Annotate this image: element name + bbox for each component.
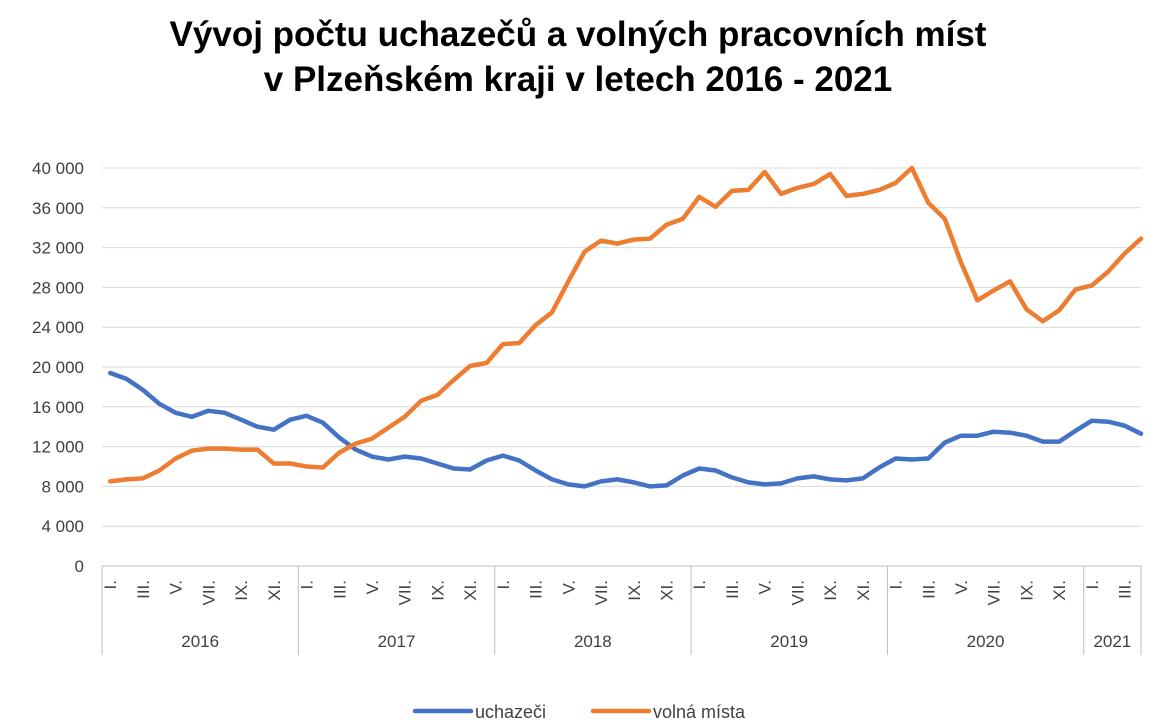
x-tick-label: III.	[1116, 580, 1135, 599]
gridlines	[102, 167, 1141, 567]
year-label: 2016	[181, 632, 219, 651]
legend-label-uchazeci: uchazeči	[475, 702, 546, 722]
y-tick-label: 20 000	[32, 358, 84, 377]
year-label: 2019	[770, 632, 808, 651]
year-label: 2020	[967, 632, 1005, 651]
x-tick-label: V.	[167, 580, 186, 595]
axes: 0 4 000 8 000 12 000 16 000 20 000 24 000 28 00…	[32, 159, 1142, 655]
x-tick-label: XI.	[461, 580, 480, 601]
x-tick-label: IX.	[232, 580, 251, 601]
year-label: 2021	[1093, 632, 1131, 651]
x-tick-label: IX.	[428, 580, 447, 601]
x-tick-label: I.	[101, 580, 120, 589]
y-tick-label: 0	[75, 557, 84, 576]
year-label: 2017	[378, 632, 416, 651]
x-tick-label: XI.	[1050, 580, 1069, 601]
chart-title-line-2: v Plzeňském kraji v letech 2016 - 2021	[263, 60, 893, 99]
x-tick-label: I.	[1083, 580, 1102, 589]
x-tick-label: III.	[723, 580, 742, 599]
x-tick-label: XI.	[657, 580, 676, 601]
x-tick-label: I.	[298, 580, 317, 589]
x-tick-label: V.	[952, 580, 971, 595]
y-tick-label: 36 000	[32, 199, 84, 218]
x-tick-label: I.	[690, 580, 709, 589]
y-tick-label: 40 000	[32, 159, 84, 178]
x-tick-label: VII.	[199, 580, 218, 606]
x-tick-label: III.	[134, 580, 153, 599]
x-tick-label: VII.	[592, 580, 611, 606]
y-tick-label: 28 000	[32, 278, 84, 297]
legend: uchazeči volná místa	[412, 702, 746, 722]
chart-title-line-1: Vývoj počtu uchazečů a volných pracovníc…	[169, 15, 987, 54]
x-tick-label: IX.	[821, 580, 840, 601]
y-tick-label: 4 000	[41, 517, 84, 536]
series-line-volna-mista	[107, 165, 1144, 484]
x-tick-label: V.	[363, 580, 382, 595]
series-lines	[107, 165, 1144, 489]
x-tick-label: XI.	[854, 580, 873, 601]
x-tick-label: III.	[919, 580, 938, 599]
chart-title: Vývoj počtu uchazečů a volných pracovníc…	[0, 12, 1156, 102]
x-tick-label: XI.	[265, 580, 284, 601]
y-tick-label: 16 000	[32, 398, 84, 417]
x-tick-label: VII.	[985, 580, 1004, 606]
y-tick-label: 12 000	[32, 438, 84, 457]
x-tick-label: V.	[756, 580, 775, 595]
year-label: 2018	[574, 632, 612, 651]
series-line-uchazeci	[107, 370, 1144, 489]
y-tick-label: 24 000	[32, 318, 84, 337]
x-tick-label: IX.	[1017, 580, 1036, 601]
legend-label-volna-mista: volná místa	[653, 702, 746, 722]
x-tick-label: IX.	[625, 580, 644, 601]
y-tick-label: 8 000	[41, 477, 84, 496]
x-tick-label: I.	[494, 580, 513, 589]
x-tick-label: I.	[887, 580, 906, 589]
x-tick-label: VII.	[788, 580, 807, 606]
x-tick-label: VII.	[396, 580, 415, 606]
y-tick-label: 32 000	[32, 239, 84, 258]
x-tick-label: V.	[559, 580, 578, 595]
x-tick-label: III.	[527, 580, 546, 599]
x-tick-label: III.	[330, 580, 349, 599]
